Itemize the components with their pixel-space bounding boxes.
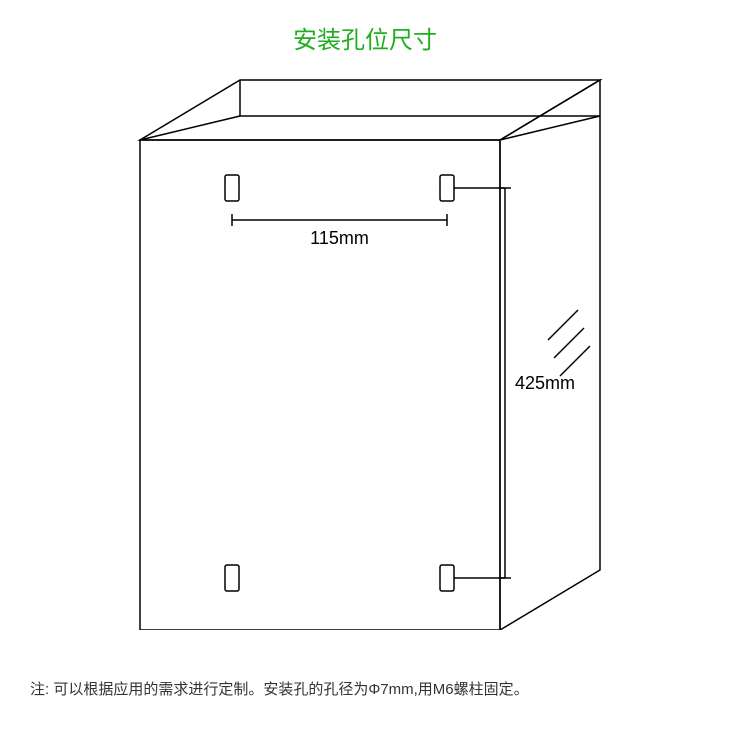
side-face [500, 80, 600, 630]
inner-right-diag [500, 116, 600, 140]
top-face [140, 80, 600, 140]
inner-left-diag [140, 116, 240, 140]
mounting-hole-1 [225, 175, 239, 201]
title-text: 安装孔位尺寸 [293, 27, 437, 54]
page-title: 安装孔位尺寸 [0, 20, 730, 55]
footnote-text: 注: 可以根据应用的需求进行定制。安装孔的孔径为Φ7mm,用M6螺柱固定。 [30, 681, 529, 698]
hatch-line-2 [554, 328, 584, 358]
hatch-line-1 [548, 310, 578, 340]
diagram-svg: 115mm 425mm [110, 70, 630, 630]
mounting-hole-2 [440, 175, 454, 201]
footnote: 注: 可以根据应用的需求进行定制。安装孔的孔径为Φ7mm,用M6螺柱固定。 [30, 678, 700, 699]
mounting-hole-3 [225, 565, 239, 591]
mounting-hole-diagram: 115mm 425mm [110, 70, 630, 630]
dim-v-label: 425mm [515, 373, 575, 393]
mounting-hole-4 [440, 565, 454, 591]
front-face [140, 140, 500, 630]
dim-h-label: 115mm [310, 228, 369, 248]
hatch-line-3 [560, 346, 590, 376]
